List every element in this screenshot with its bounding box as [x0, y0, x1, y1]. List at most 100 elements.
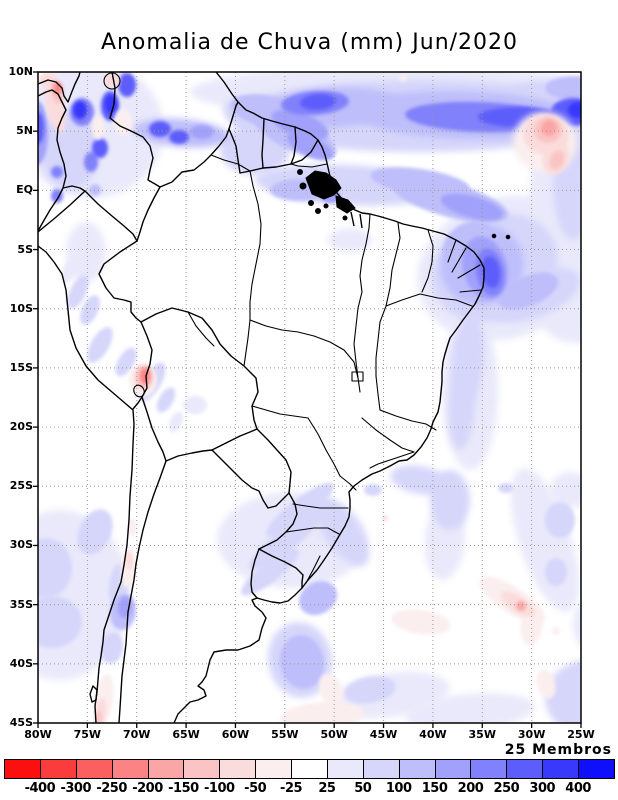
border-bol-chi [141, 396, 167, 462]
border-col-bra [136, 186, 161, 242]
map-frame [37, 71, 582, 724]
lon-tick-label: 35W [468, 728, 496, 741]
colorbar-cell [434, 759, 472, 779]
colorbar-tick-label: -300 [60, 781, 92, 796]
lat-tick-label: 40S [9, 656, 33, 670]
anomaly-blob [51, 166, 63, 178]
anomaly-blob [114, 109, 132, 135]
anomaly-blob [38, 538, 72, 598]
anomaly-blob [118, 73, 136, 97]
anomaly-blob [545, 660, 581, 723]
anomaly-blob [38, 596, 82, 648]
distrito-federal-square [351, 371, 364, 382]
anomaly-blob [67, 275, 89, 309]
lake-maracaibo [103, 72, 121, 90]
border-bol-arg [165, 449, 213, 462]
border-guf-bra [290, 139, 319, 165]
anomaly-blob [149, 121, 171, 137]
colorbar-tick-label: 50 [354, 781, 372, 796]
colorbar-cell [75, 759, 113, 779]
anomaly-blob [54, 82, 62, 94]
border-per-bra [98, 240, 142, 323]
anomaly-blob [271, 109, 329, 141]
coastline-caribbean [38, 72, 81, 103]
lon-tick-label: 75W [73, 728, 102, 741]
anomaly-blob [399, 75, 407, 81]
colorbar-tick-label: 100 [385, 781, 412, 796]
border-col-ecu [62, 185, 86, 192]
anomaly-blob [92, 116, 104, 140]
colorbar-tick-label: -250 [96, 781, 127, 796]
border-bol-par [211, 428, 258, 451]
axis-ticks [33, 71, 582, 728]
anomaly-blob [183, 396, 207, 414]
anomaly-blob [96, 710, 102, 723]
colorbar-tick-label: 250 [493, 781, 520, 796]
border-par-arg [211, 449, 290, 509]
lat-tick-label: EQ [16, 183, 33, 197]
grid-lines [38, 72, 581, 723]
colorbar-cell [39, 759, 77, 779]
anomaly-blob [328, 228, 372, 252]
border-per-bol [140, 321, 153, 398]
anomaly-blob [545, 558, 567, 586]
anomaly-field [38, 72, 581, 723]
anomaly-blob [545, 502, 575, 538]
anomaly-blob [545, 76, 581, 100]
lat-tick-label: 15S [9, 360, 33, 374]
anomaly-blob [516, 601, 526, 611]
coastline-panama-pacific [38, 89, 67, 232]
anomaly-blob [190, 125, 214, 139]
border-col-per [84, 190, 138, 242]
lon-tick-label: 25W [567, 728, 595, 741]
anomaly-blob [549, 150, 565, 170]
colorbar-cell [147, 759, 185, 779]
border-arg-chi [118, 460, 167, 723]
colorbar-tick-label: 400 [565, 781, 591, 796]
anomaly-blob [568, 102, 581, 118]
border-per-chi [132, 396, 143, 410]
chiloe-island [89, 685, 98, 703]
anomaly-blob [168, 411, 184, 433]
chart-title: Anomalia de Chuva (mm) Jun/2020 [100, 30, 519, 55]
anomaly-blob [448, 360, 476, 450]
anomaly-blob [382, 515, 388, 521]
colorbar-tick-label: -50 [244, 781, 267, 796]
lon-tick-label: 30W [517, 728, 546, 741]
border-uru-arg [250, 548, 260, 599]
lon-tick-label: 65W [172, 728, 200, 741]
colorbar-cell [578, 759, 615, 779]
anomaly-blob [105, 95, 117, 113]
border-sur-guf [290, 126, 297, 165]
lon-tick-label: 50W [320, 728, 348, 741]
lon-tick-label: 40W [419, 728, 447, 741]
coastline-pacific [38, 245, 135, 723]
anomaly-blob [280, 701, 364, 723]
anomaly-blob [87, 327, 113, 363]
anomaly-blob [104, 72, 120, 88]
anomaly-blob [38, 112, 44, 144]
lat-tick-label: 25S [9, 479, 33, 493]
anomaly-blob [344, 676, 396, 704]
anomaly-blob [77, 509, 113, 555]
anomaly-blob [300, 93, 336, 111]
colorbar-cell [362, 759, 400, 779]
lon-tick-label: 60W [221, 728, 250, 741]
colorbar-cell [183, 759, 221, 779]
anomaly-blob [115, 347, 137, 377]
lat-tick-label: 10S [9, 301, 33, 315]
colorbar-tick-label: -25 [280, 781, 303, 796]
anomaly-blob [497, 272, 559, 310]
anomaly-blob [156, 387, 176, 413]
lat-tick-label: 45S [9, 716, 33, 729]
anomaly-blob [541, 120, 557, 136]
colorbar-tick-label: 300 [529, 781, 556, 796]
colorbar-cell [219, 759, 257, 779]
border-ven-bra [159, 128, 230, 188]
amazon-delta [297, 169, 511, 240]
lon-tick-label: 45W [369, 728, 398, 741]
ensemble-members-label: 25 Membros [504, 742, 612, 758]
border-guy-sur [261, 118, 265, 169]
